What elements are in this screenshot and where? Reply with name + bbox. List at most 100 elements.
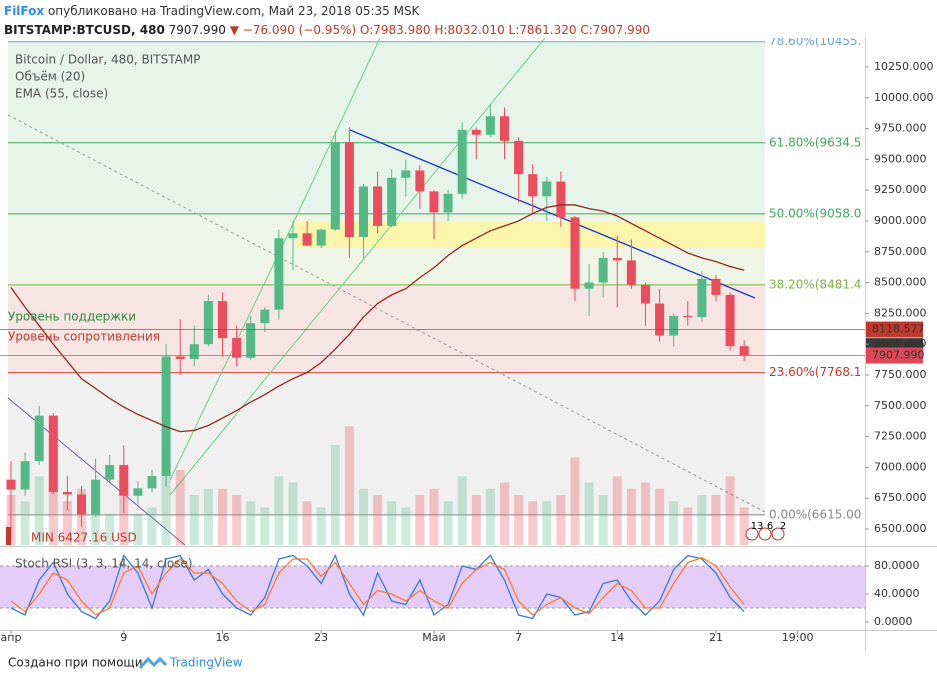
- volume-bar: [485, 488, 495, 545]
- candle-body: [387, 177, 397, 226]
- candle-body: [344, 142, 354, 237]
- footer-brand[interactable]: TradingView: [169, 656, 243, 670]
- candle-body: [189, 344, 199, 359]
- brand-logo: [138, 656, 168, 669]
- price-tag: [866, 347, 923, 364]
- candle-body: [626, 260, 636, 286]
- candle-body: [528, 174, 538, 197]
- volume-bar: [105, 513, 115, 545]
- volume-bar: [20, 501, 30, 545]
- volume-bar: [443, 501, 453, 545]
- volume-bar: [373, 495, 383, 545]
- volume-bar: [725, 476, 735, 545]
- candle-body: [62, 492, 72, 495]
- fib-label: 0.00%(6615.00: [769, 507, 861, 521]
- volume-bar: [217, 488, 227, 545]
- volume-bar: [246, 501, 256, 545]
- candle-body: [415, 170, 425, 192]
- y-tick-label: 80.0000: [874, 559, 920, 572]
- candle-body: [302, 233, 312, 246]
- candle-body: [683, 315, 693, 318]
- volume-bar: [697, 495, 707, 545]
- candle-body: [373, 186, 383, 226]
- candle-body: [105, 464, 115, 480]
- header-bg: [0, 0, 937, 38]
- candle-body: [612, 257, 622, 261]
- volume-bar: [330, 445, 340, 545]
- event-flag: [758, 527, 772, 541]
- candle-body: [246, 323, 256, 358]
- y-tick-label: 6500.000: [874, 522, 927, 535]
- candle-body: [76, 494, 86, 515]
- x-tick-label: Май: [422, 631, 445, 644]
- last: 7907.990: [169, 23, 226, 37]
- stoch-legend: Stoch RSI (3, 3, 14, 14, close): [15, 557, 193, 571]
- x-tick-label: 21: [709, 631, 723, 644]
- low: L:7861.320: [509, 23, 577, 37]
- y-tick-label: 10000.000: [874, 91, 934, 104]
- candle-body: [147, 476, 157, 489]
- y-tick-label: 9500.000: [874, 152, 927, 165]
- event-count: 2: [780, 521, 786, 532]
- price-tag: [866, 321, 923, 338]
- fib-label: 78.60%(10455.: [769, 34, 861, 48]
- volume-bar: [358, 488, 368, 545]
- volume-bar: [387, 501, 397, 545]
- volume-bar: [415, 495, 425, 545]
- volume-bar: [514, 495, 524, 545]
- candle-body: [711, 278, 721, 295]
- candle-body: [401, 170, 411, 178]
- candle-body: [260, 309, 270, 324]
- volume-bar: [612, 476, 622, 545]
- candle-body: [161, 356, 171, 477]
- candle-body: [584, 282, 594, 289]
- volume-bar: [655, 488, 665, 545]
- volume-bar: [499, 482, 509, 545]
- volume-bar: [119, 482, 129, 545]
- y-tick-label: 7250.000: [874, 430, 927, 443]
- volume-bar: [570, 457, 580, 545]
- stoch-line: [10, 556, 745, 616]
- volume-bar: [302, 501, 312, 545]
- volume-bar: [344, 426, 354, 545]
- candle-body: [725, 294, 735, 347]
- fib-band: [8, 142, 765, 214]
- candle-body: [655, 303, 665, 336]
- fib-label: 38.20%(8481.4: [769, 277, 861, 291]
- volume-bar: [62, 501, 72, 545]
- support-label: Уровень поддержки: [8, 310, 136, 324]
- fib-label: 50.00%(9058.0: [769, 206, 861, 220]
- volume-bar: [316, 507, 326, 545]
- candle-body: [471, 129, 481, 135]
- candle-body: [739, 346, 749, 356]
- y-tick-label: 7000.000: [874, 460, 927, 473]
- trend-line: [349, 129, 756, 299]
- candle-body: [217, 301, 227, 339]
- min-marker: [6, 527, 11, 545]
- volume-bar: [471, 495, 481, 545]
- y-tick-label: 7750.000: [874, 368, 927, 381]
- candle-body: [119, 464, 129, 496]
- fib-label: 61.80%(9634.5: [769, 135, 861, 149]
- y-tick-label: 40.0000: [874, 587, 920, 600]
- volume-bar: [640, 482, 650, 545]
- candle-body: [288, 233, 298, 239]
- candle-body: [48, 415, 58, 493]
- candle-body: [556, 181, 566, 218]
- y-tick-label: 8000.000: [874, 337, 927, 350]
- candle-body: [598, 257, 608, 283]
- volume-bar: [556, 495, 566, 545]
- x-tick-label: 14: [610, 631, 624, 644]
- x-tick-label: 7: [515, 631, 522, 644]
- candle-body: [316, 229, 326, 246]
- y-tick-label: 8750.000: [874, 245, 927, 258]
- symbol: BITSTAMP:BTCUSD, 480: [4, 23, 165, 37]
- y-tick-label: 7500.000: [874, 399, 927, 412]
- legend-title: Bitcoin / Dollar, 480, BITSTAMP: [15, 53, 200, 67]
- volume-bar: [274, 476, 284, 545]
- candle-body: [570, 217, 580, 289]
- zone-box: [295, 222, 765, 248]
- author: FilFox: [4, 4, 44, 18]
- legend-ema: EMA (55, close): [15, 87, 108, 101]
